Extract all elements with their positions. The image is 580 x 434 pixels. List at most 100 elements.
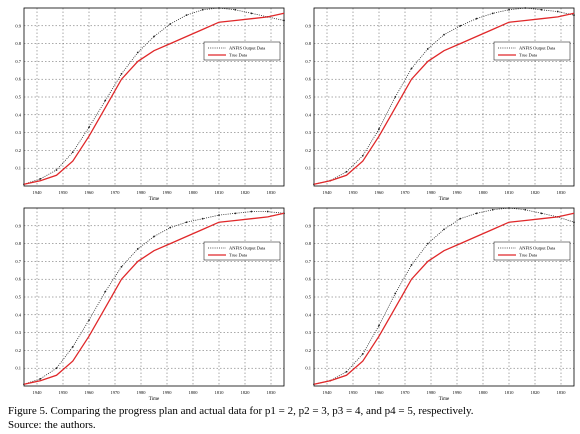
data-point-anfis (524, 208, 527, 211)
y-tick-label: 0.8 (15, 41, 21, 46)
data-point-anfis (201, 8, 204, 11)
data-point-anfis (88, 126, 90, 129)
y-tick-label: 0.4 (15, 312, 21, 317)
data-point-anfis (136, 51, 139, 54)
y-tick-label: 0.8 (15, 241, 21, 246)
y-tick-label: 0.9 (15, 23, 21, 28)
y-tick-label: 0.3 (15, 330, 21, 335)
data-point-anfis (71, 151, 74, 154)
data-point-anfis (104, 99, 107, 102)
series-line-true-data (23, 212, 285, 385)
legend-entry: True Data (229, 53, 247, 58)
y-tick-label: 0.8 (305, 41, 311, 46)
data-point-anfis (459, 24, 462, 27)
x-tick-label: 1990 (163, 190, 173, 195)
x-tick-label: 1830 (267, 390, 277, 395)
x-axis-label: Time (149, 397, 160, 400)
x-tick-label: 1960 (375, 190, 385, 195)
y-tick-label: 0.5 (305, 295, 311, 300)
y-tick-label: 0.5 (15, 95, 21, 100)
y-tick-label: 0.4 (305, 112, 311, 117)
x-tick-label: 1830 (557, 390, 567, 395)
data-point-anfis (491, 208, 494, 211)
data-point-anfis (55, 367, 58, 370)
x-tick-label: 1820 (531, 390, 541, 395)
x-tick-label: 1950 (349, 390, 359, 395)
x-axis-label: Time (439, 197, 450, 200)
x-tick-label: 1990 (163, 390, 173, 395)
data-point-anfis (394, 96, 397, 98)
data-point-anfis (250, 210, 253, 213)
x-tick-label: 1940 (33, 190, 43, 195)
legend-entry: ANFIS Output Data (519, 246, 555, 251)
y-tick-label: 0.6 (15, 277, 21, 282)
data-point-anfis (185, 221, 188, 224)
x-tick-label: 1940 (33, 390, 43, 395)
y-tick-label: 0.5 (305, 95, 311, 100)
data-point-anfis (234, 8, 237, 11)
x-tick-label: 1800 (479, 190, 489, 195)
legend-entry: ANFIS Output Data (229, 46, 265, 51)
x-tick-label: 1960 (375, 390, 385, 395)
y-tick-label: 0.2 (15, 148, 21, 153)
data-point-anfis (573, 221, 575, 224)
data-point-anfis (410, 67, 413, 70)
chart-panel-4: 1940 1950 1960 1970 1980 1990 1800 1810 1820 1830… (305, 207, 575, 400)
y-tick-label: 0.2 (15, 348, 21, 353)
x-tick-label: 1800 (189, 390, 199, 395)
plot-frame (23, 207, 285, 387)
x-tick-label: 1980 (427, 390, 437, 395)
series-line-true-data (313, 12, 575, 185)
x-tick-label: 1940 (323, 190, 333, 195)
data-point-anfis (120, 72, 123, 75)
y-tick-label: 0.7 (305, 59, 311, 64)
x-tick-label: 1820 (531, 190, 541, 195)
x-tick-label: 1820 (241, 190, 251, 195)
y-tick-label: 0.4 (305, 312, 311, 317)
data-point-anfis (378, 324, 380, 327)
x-tick-label: 1970 (401, 190, 411, 195)
series-line-true-data (313, 212, 575, 385)
x-tick-label: 1980 (427, 190, 437, 195)
data-point-anfis (410, 264, 413, 266)
y-tick-label: 0.9 (305, 223, 311, 228)
series-line-true-data (23, 12, 285, 185)
data-point-anfis (169, 23, 172, 25)
x-tick-label: 1810 (215, 190, 225, 195)
plot-frame (313, 7, 575, 187)
plot-frame (313, 207, 575, 387)
x-tick-label: 1950 (349, 190, 359, 195)
y-tick-label: 0.2 (305, 148, 311, 153)
y-tick-label: 0.3 (305, 330, 311, 335)
x-tick-label: 1960 (85, 190, 95, 195)
legend-entry: True Data (229, 253, 247, 258)
data-point-anfis (218, 214, 220, 217)
x-tick-label: 1830 (557, 190, 567, 195)
data-point-anfis (426, 48, 429, 50)
y-tick-label: 0.7 (15, 59, 21, 64)
data-point-anfis (524, 7, 527, 9)
data-point-anfis (104, 290, 107, 293)
y-tick-label: 0.1 (305, 166, 311, 171)
x-tick-label: 1810 (215, 390, 225, 395)
y-tick-label: 0.7 (15, 259, 21, 264)
y-tick-label: 0.9 (305, 23, 311, 28)
y-tick-label: 0.1 (15, 166, 21, 171)
x-tick-label: 1970 (111, 390, 121, 395)
legend-entry: ANFIS Output Data (519, 46, 555, 51)
data-point-anfis (120, 265, 123, 268)
caption-line: Figure 5. Comparing the progress plan an… (8, 405, 474, 417)
data-point-anfis (508, 207, 510, 209)
legend-entry: True Data (519, 53, 537, 58)
data-point-anfis (378, 128, 380, 130)
x-tick-label: 1970 (401, 390, 411, 395)
y-tick-label: 0.2 (305, 348, 311, 353)
x-tick-label: 1830 (267, 190, 277, 195)
x-tick-label: 1990 (453, 390, 463, 395)
y-tick-label: 0.6 (305, 277, 311, 282)
chart-panel-3: 1940 1950 1960 1970 1980 1990 1800 1810 1820 1830… (15, 207, 285, 400)
y-tick-label: 0.3 (305, 130, 311, 135)
plot-frame (23, 7, 285, 187)
x-tick-label: 1970 (111, 190, 121, 195)
data-point-anfis (475, 212, 478, 215)
